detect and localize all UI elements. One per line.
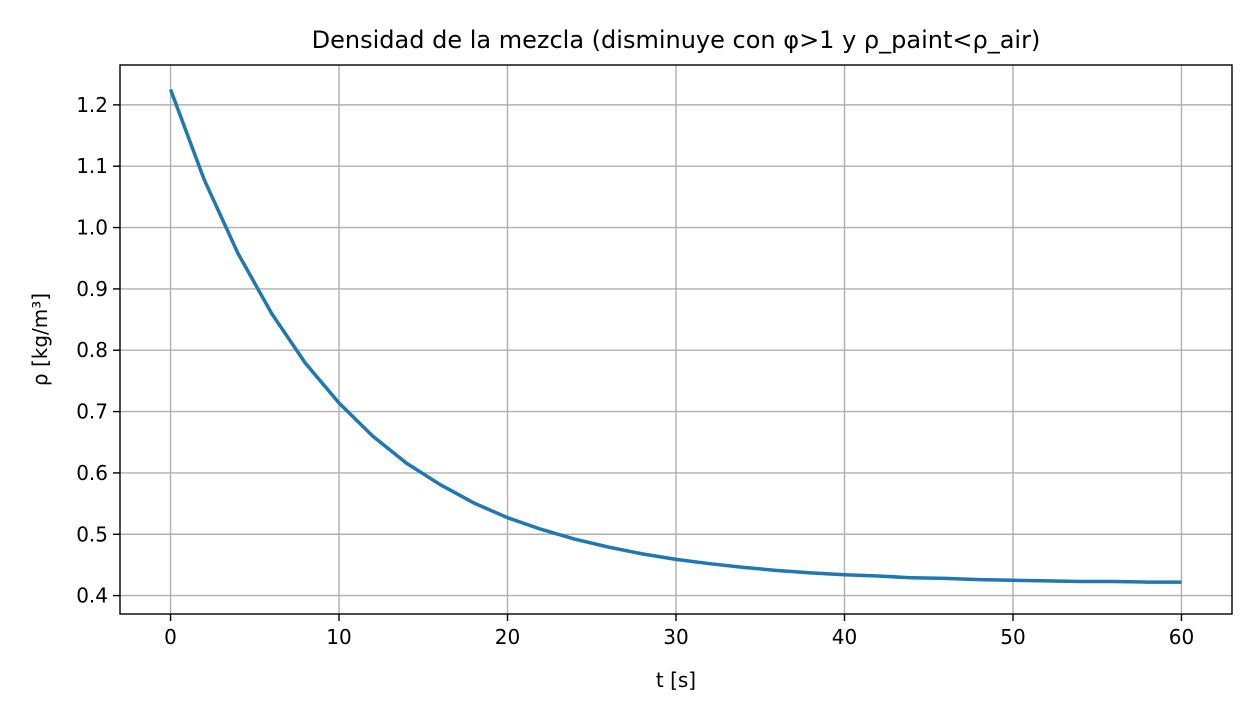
y-tick-label: 0.6: [76, 461, 108, 485]
x-tick-label: 10: [326, 625, 351, 649]
series-layer: [168, 88, 1182, 584]
series-line: [168, 88, 1182, 584]
y-tick-label: 0.5: [76, 522, 108, 546]
y-axis-label: ρ [kg/m³]: [28, 293, 52, 386]
y-tick-label: 0.4: [76, 584, 108, 608]
y-tick-label: 1.2: [76, 93, 108, 117]
x-tick-label: 0: [164, 625, 177, 649]
ticks: 0 10 20 30 40 50 60 0.4 0.5 0.6 0.7 0.8 0.9 1.0 1.1 1.2: [76, 93, 1194, 649]
x-tick-label: 40: [832, 625, 857, 649]
y-tick-label: 1.0: [76, 216, 108, 240]
x-axis-label: t [s]: [656, 668, 696, 692]
x-tick-label: 50: [1000, 625, 1025, 649]
y-tick-label: 0.7: [76, 400, 108, 424]
y-tick-label: 1.1: [76, 154, 108, 178]
x-tick-label: 30: [663, 625, 688, 649]
x-tick-label: 20: [495, 625, 520, 649]
y-tick-label: 0.8: [76, 338, 108, 362]
y-tick-label: 0.9: [76, 277, 108, 301]
grid: [120, 65, 1232, 614]
x-tick-label: 60: [1169, 625, 1194, 649]
chart-title: Densidad de la mezcla (disminuye con φ>1…: [312, 26, 1041, 54]
